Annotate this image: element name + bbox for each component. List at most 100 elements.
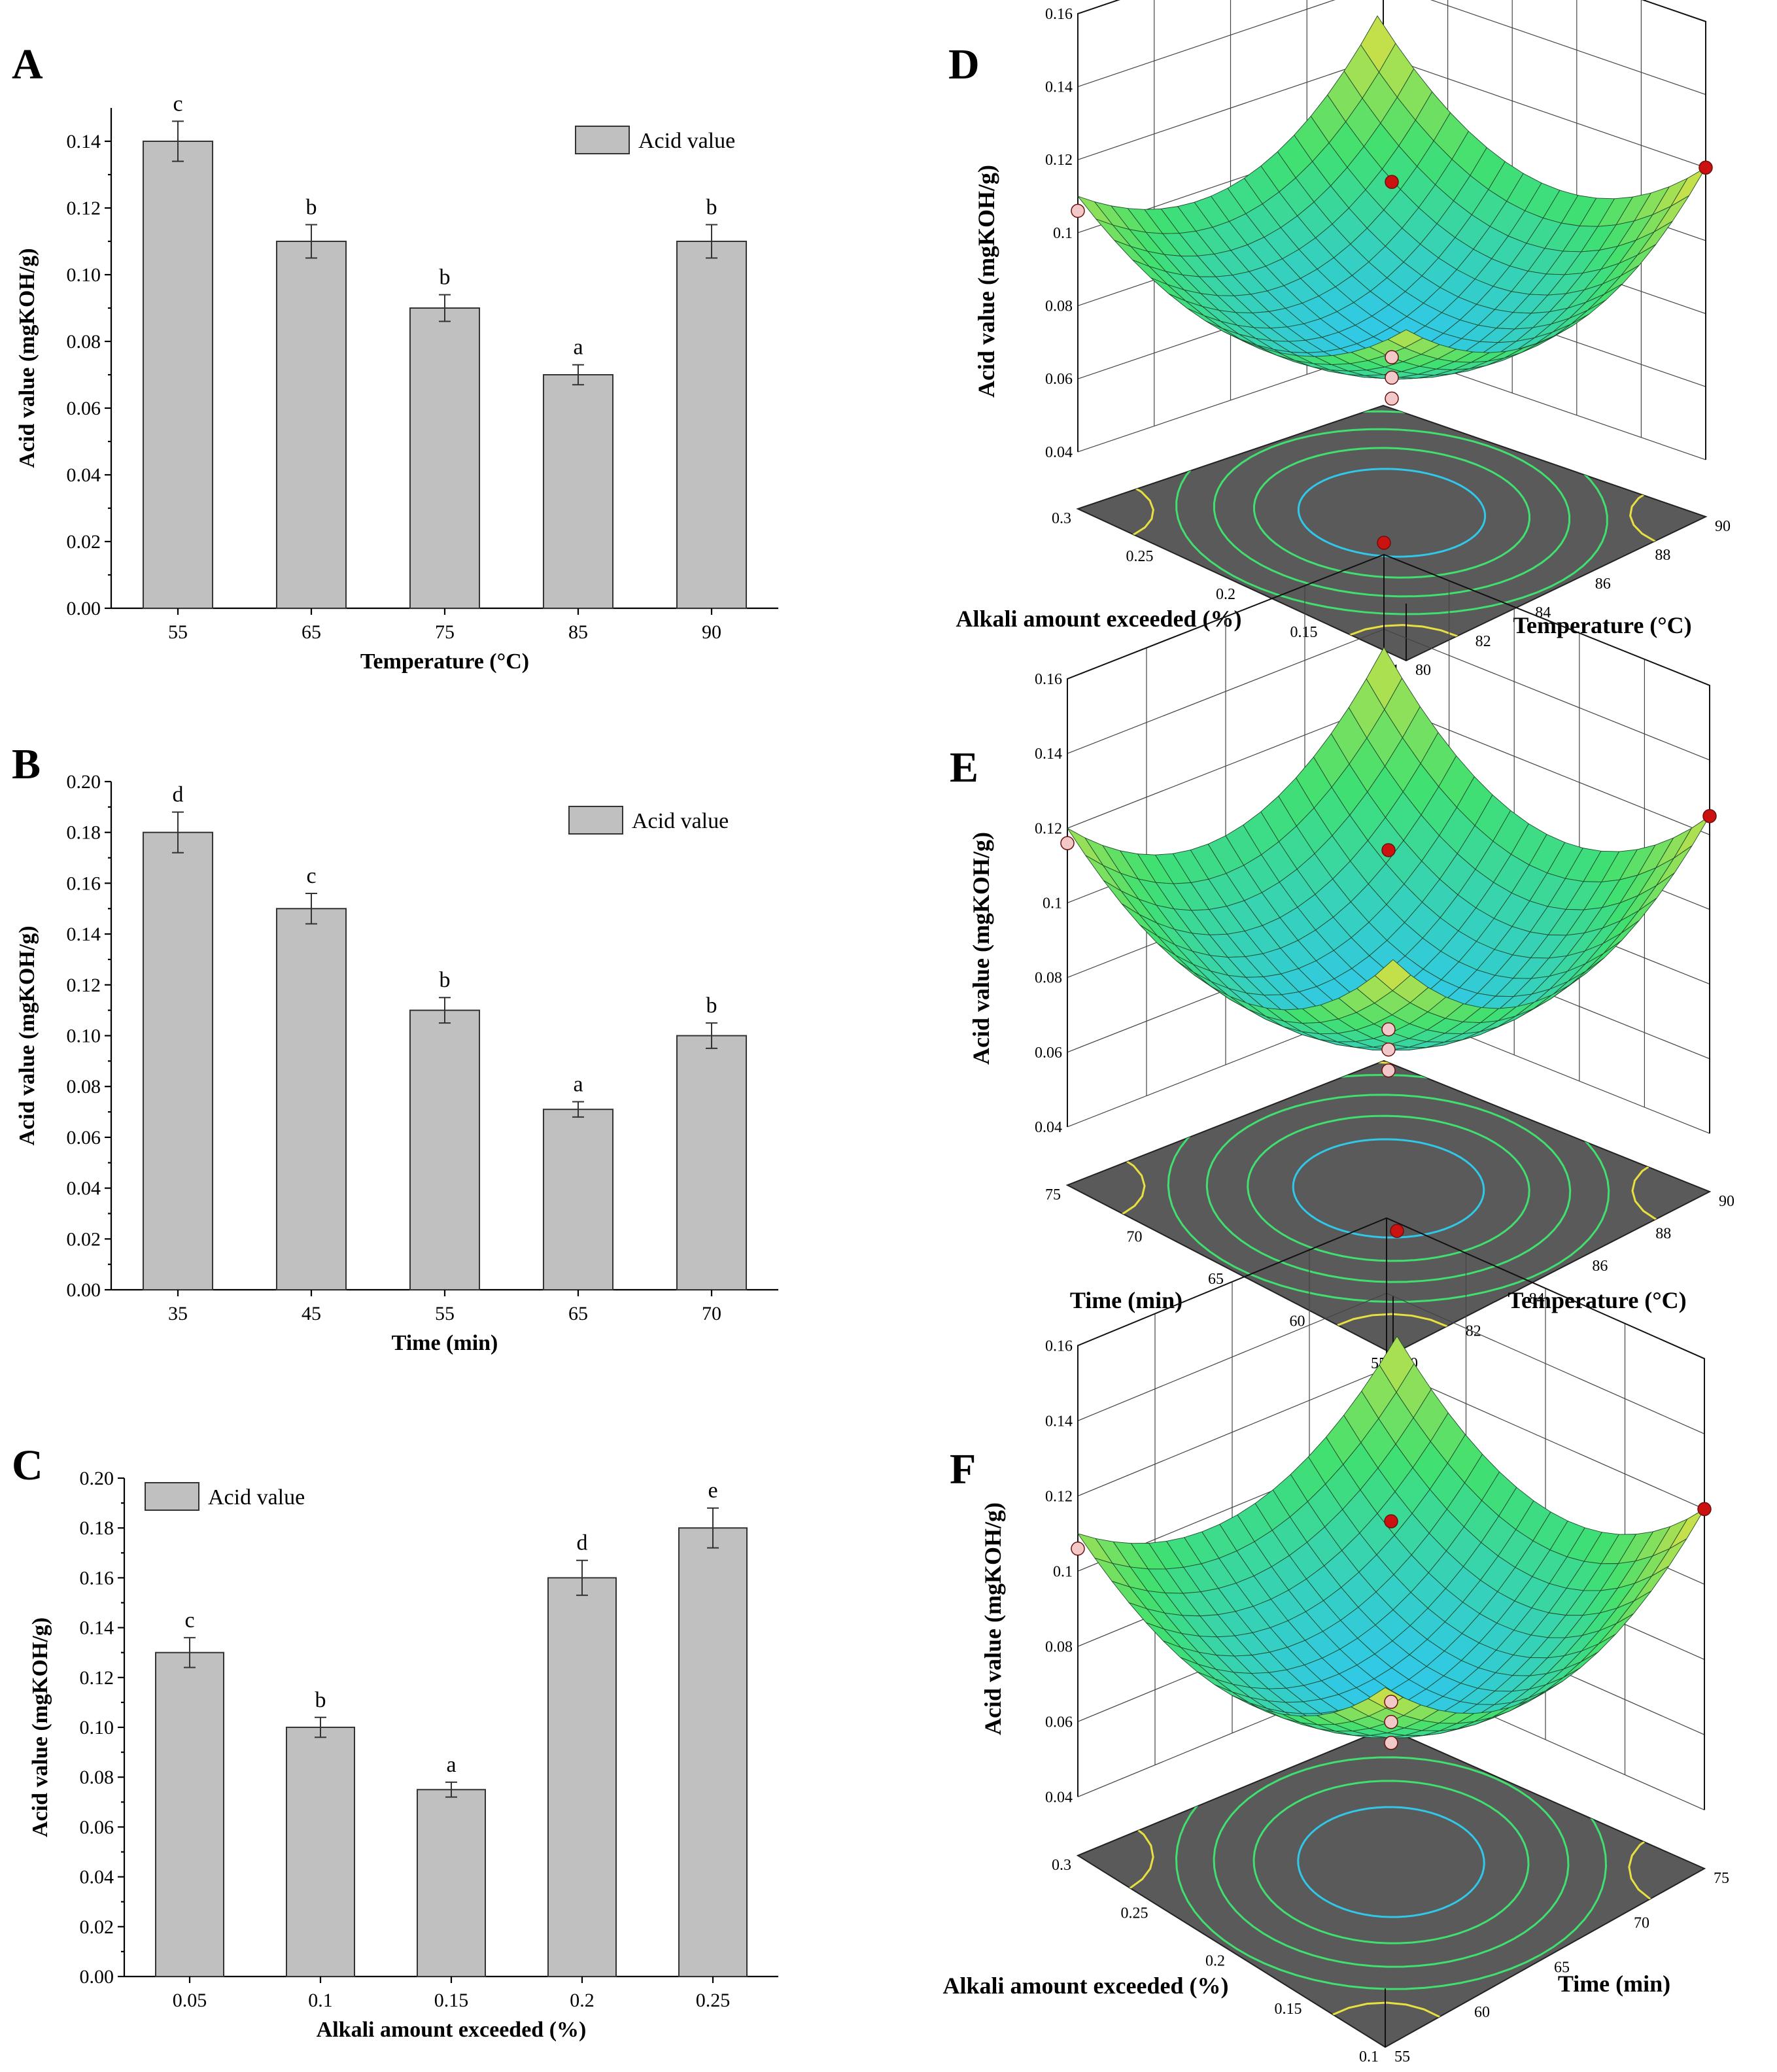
design-point	[1381, 1022, 1396, 1037]
bar-35	[142, 831, 214, 1290]
x-tick-label: 80	[1415, 662, 1431, 679]
response-surface	[1067, 646, 1710, 1051]
surface-chart-E: E0.040.060.080.10.120.140.16556065707580…	[950, 536, 1734, 1372]
significance-label: a	[446, 1753, 456, 1777]
significance-label: c	[306, 864, 316, 888]
z-tick-label: 0.04	[1045, 444, 1073, 461]
x-tick-label: 55	[168, 621, 188, 643]
y-tick-label: 0.20	[80, 1468, 114, 1489]
surface-chart-D: D0.040.060.080.10.120.140.160.10.150.20.…	[948, 0, 1731, 679]
design-point	[1385, 350, 1399, 364]
contour-line	[1252, 1780, 1530, 1944]
x-tick-label: 35	[168, 1303, 188, 1324]
y-tick-label: 60	[1290, 1313, 1305, 1330]
y-tick-label: 0.06	[67, 1127, 101, 1148]
contour-line	[1309, 2001, 1462, 2047]
y-tick-label: 0.15	[1290, 624, 1318, 641]
z-tick-label: 0.08	[1035, 970, 1062, 987]
x-tick-label: 70	[702, 1303, 721, 1324]
bar-0.15	[417, 1789, 486, 1977]
contour-line	[1213, 428, 1571, 598]
x-tick-label: 84	[1529, 1290, 1545, 1307]
x-tick-label: 90	[1719, 1193, 1734, 1210]
significance-label: b	[306, 196, 317, 220]
contour-line	[1292, 1138, 1485, 1239]
significance-label: d	[173, 783, 184, 807]
y-tick-label: 0.14	[67, 924, 101, 945]
design-point	[1697, 1502, 1712, 1517]
y-tick-label: 0.1	[1359, 2048, 1379, 2065]
surface-patch	[1387, 329, 1424, 349]
y-tick-label: 0.08	[67, 1076, 101, 1097]
significance-label: b	[440, 266, 451, 290]
surface-patch	[1374, 959, 1411, 992]
y-tick-label: 0.10	[80, 1717, 114, 1738]
y-tick-label: 0.04	[80, 1867, 114, 1888]
panel-letter-A: A	[12, 41, 43, 88]
design-point	[1384, 1695, 1398, 1709]
y-tick-label: 0.18	[80, 1517, 114, 1539]
x-tick-label: 70	[1634, 1914, 1649, 1931]
x-tick-label: 65	[302, 621, 321, 643]
z-tick-label: 0.14	[1045, 79, 1073, 96]
x-axis-title: Temperature (°C)	[1508, 1287, 1686, 1313]
y-tick-label: 0.3	[1052, 510, 1071, 527]
legend-swatch	[575, 126, 630, 154]
bar-70	[676, 1035, 748, 1290]
y-tick-label: 0.08	[80, 1767, 114, 1788]
bar-65	[275, 241, 347, 609]
y-tick-label: 0.12	[80, 1667, 114, 1689]
y-tick-label: 0.20	[67, 771, 101, 793]
design-point	[1390, 1224, 1404, 1238]
z-tick-label: 0.06	[1045, 1714, 1073, 1731]
panel-letter-D: D	[948, 41, 980, 88]
legend-label: Acid value	[638, 129, 735, 153]
contour-line	[1629, 480, 1706, 553]
z-tick-label: 0.14	[1045, 1413, 1073, 1430]
significance-label: a	[573, 1073, 583, 1097]
contour-line	[1315, 1313, 1472, 1354]
z-tick-label: 0.04	[1045, 1789, 1073, 1806]
z-tick-label: 0.06	[1035, 1045, 1062, 1062]
bar-55	[142, 141, 214, 609]
significance-label: b	[315, 1688, 326, 1712]
y-tick-label: 75	[1045, 1186, 1061, 1203]
y-tick-label: 0.14	[67, 131, 101, 152]
panel-letter-B: B	[12, 740, 41, 788]
bar-85	[542, 374, 614, 609]
design-point	[1384, 1514, 1398, 1528]
significance-label: a	[573, 336, 583, 360]
y-tick-label: 0.14	[80, 1617, 114, 1639]
y-tick-label: 0.3	[1052, 1857, 1071, 1874]
contour-line	[1297, 468, 1487, 558]
bar-chart-B: B 0.00 0.02 0.04 0.06 0.08 0.10 0.12 0.14 0.16 0.1…	[12, 740, 778, 1355]
contour-line	[1297, 1806, 1485, 1918]
x-axis-title: Temperature (°C)	[360, 649, 529, 674]
y-axis-title: Alkali amount exceeded (%)	[943, 1973, 1229, 1999]
y-tick-label: 0.06	[67, 398, 101, 419]
x-tick-label: 0.2	[570, 1990, 595, 2011]
contour-line	[1247, 1114, 1530, 1262]
y-axis-title: Acid value (mgKOH/g)	[15, 925, 39, 1145]
design-point	[1071, 203, 1085, 218]
contour-line	[1631, 1150, 1710, 1233]
y-tick-label: 0.2	[1205, 1953, 1225, 1970]
y-axis-title: Alkali amount exceeded (%)	[956, 606, 1242, 632]
bar-65	[542, 1109, 614, 1291]
y-tick-label: 65	[1208, 1271, 1224, 1288]
z-axis-title: Acid value (mgKOH/g)	[980, 1502, 1006, 1735]
significance-label: c	[184, 1608, 194, 1632]
y-tick-label: 0.06	[80, 1816, 114, 1838]
significance-label: b	[706, 993, 717, 1018]
x-tick-label: 0.1	[308, 1990, 333, 2011]
z-tick-label: 0.1	[1053, 225, 1073, 242]
significance-label: b	[706, 196, 717, 220]
z-tick-label: 0.16	[1045, 1338, 1073, 1355]
y-tick-label: 0.04	[67, 464, 101, 486]
y-axis-title: Time (min)	[1070, 1287, 1182, 1313]
design-point	[1381, 1063, 1396, 1078]
x-tick-label: 88	[1655, 547, 1670, 564]
legend-label: Acid value	[632, 809, 729, 833]
bar-0.1	[286, 1727, 355, 1977]
design-point	[1385, 391, 1399, 406]
